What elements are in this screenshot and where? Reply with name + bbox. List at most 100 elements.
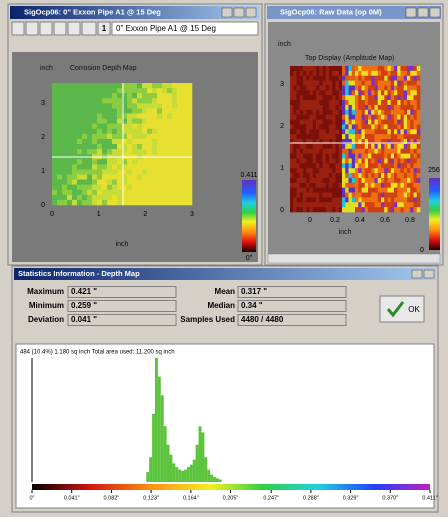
map-cell [319, 119, 323, 125]
map-cell [338, 192, 343, 198]
map-cell [67, 113, 73, 119]
map-cell [117, 103, 123, 109]
map-cell [338, 202, 343, 208]
map-cell [147, 159, 153, 165]
close-button[interactable] [245, 7, 257, 18]
map-cell [319, 182, 323, 188]
map-cell [319, 70, 323, 77]
scrollbar[interactable] [267, 253, 441, 264]
map-cell [309, 139, 314, 145]
map-cell [348, 163, 353, 169]
map-cell [147, 194, 153, 201]
map-cell [62, 164, 68, 170]
map-cell [52, 98, 58, 104]
map-cell [358, 197, 362, 203]
map-cell [142, 194, 148, 201]
map-cell [167, 113, 173, 119]
unit-label: inch [278, 41, 291, 48]
ok-button[interactable] [379, 295, 425, 323]
stats-window: Statistics Information - Depth Map Maxim… [11, 265, 439, 513]
map-cell [338, 85, 343, 91]
map-cell [407, 177, 411, 184]
map-cell [62, 88, 68, 94]
map-cell [377, 104, 382, 111]
map-cell [62, 149, 68, 155]
map-cell [338, 173, 343, 179]
map-cell [319, 129, 323, 135]
map-cell [322, 187, 327, 193]
map-cell [127, 98, 133, 104]
map-cell [107, 103, 113, 109]
map-cell [127, 118, 133, 124]
map-cell [167, 88, 173, 94]
map-cell [127, 179, 133, 185]
number-button[interactable] [97, 21, 111, 36]
map-cell [132, 179, 138, 185]
map-cell [387, 114, 392, 120]
field-label: Median [207, 301, 235, 310]
map-cell [107, 133, 113, 140]
help-button[interactable] [411, 269, 423, 279]
map-cell [296, 163, 301, 169]
title-bar [14, 268, 436, 280]
color-tool[interactable] [67, 21, 81, 36]
map-cell [147, 189, 153, 196]
map-cell [322, 207, 327, 213]
map-cell [312, 207, 317, 213]
map-cell [358, 104, 362, 111]
map-cell [397, 80, 401, 86]
map-cell [400, 124, 405, 130]
map-cell [172, 128, 178, 135]
map-cell [57, 118, 63, 124]
map-cell [387, 158, 392, 164]
map-cell [137, 138, 143, 145]
map-cell [325, 129, 330, 135]
move-tool[interactable] [25, 21, 39, 36]
minimize-button[interactable] [221, 7, 233, 18]
minimize-button[interactable] [405, 7, 417, 18]
map-cell [368, 192, 372, 198]
map-cell [374, 173, 379, 179]
map-cell [77, 133, 83, 140]
map-cell [172, 184, 178, 191]
map-cell [309, 80, 314, 86]
close-button[interactable] [429, 7, 441, 18]
map-cell [335, 124, 340, 130]
map-cell [407, 129, 411, 135]
map-cell [368, 163, 372, 169]
map-cell [77, 164, 83, 170]
map-cell [187, 189, 193, 196]
map-cell [312, 197, 317, 203]
map-cell [303, 143, 307, 150]
map-cell [92, 174, 98, 180]
map-cell [142, 189, 148, 196]
map-cell [413, 109, 418, 115]
map-cell [351, 173, 356, 179]
map-cell [299, 202, 304, 208]
map-cell [312, 143, 317, 150]
zoom-tool[interactable] [11, 21, 25, 36]
map-cell [400, 70, 405, 77]
maximize-button[interactable] [233, 7, 245, 18]
map-cell [102, 103, 108, 109]
close-button[interactable] [423, 269, 435, 279]
scale-tool[interactable] [53, 21, 67, 36]
scan-field[interactable] [111, 21, 259, 36]
map-cell [137, 113, 143, 119]
histogram-tool[interactable] [39, 21, 53, 36]
map-cell [361, 70, 366, 77]
filter-tool[interactable] [81, 21, 97, 36]
maximize-button[interactable] [417, 7, 429, 18]
map-cell [102, 149, 108, 155]
map-cell [397, 177, 401, 184]
map-cell [82, 149, 88, 155]
map-cell [187, 118, 193, 124]
map-cell [374, 202, 379, 208]
map-cell [332, 95, 336, 101]
map-cell [52, 174, 58, 180]
map-cell [127, 164, 133, 170]
map-cell [325, 143, 330, 150]
map-cell [122, 83, 128, 89]
map-cell [381, 90, 385, 96]
map-cell [132, 169, 138, 175]
